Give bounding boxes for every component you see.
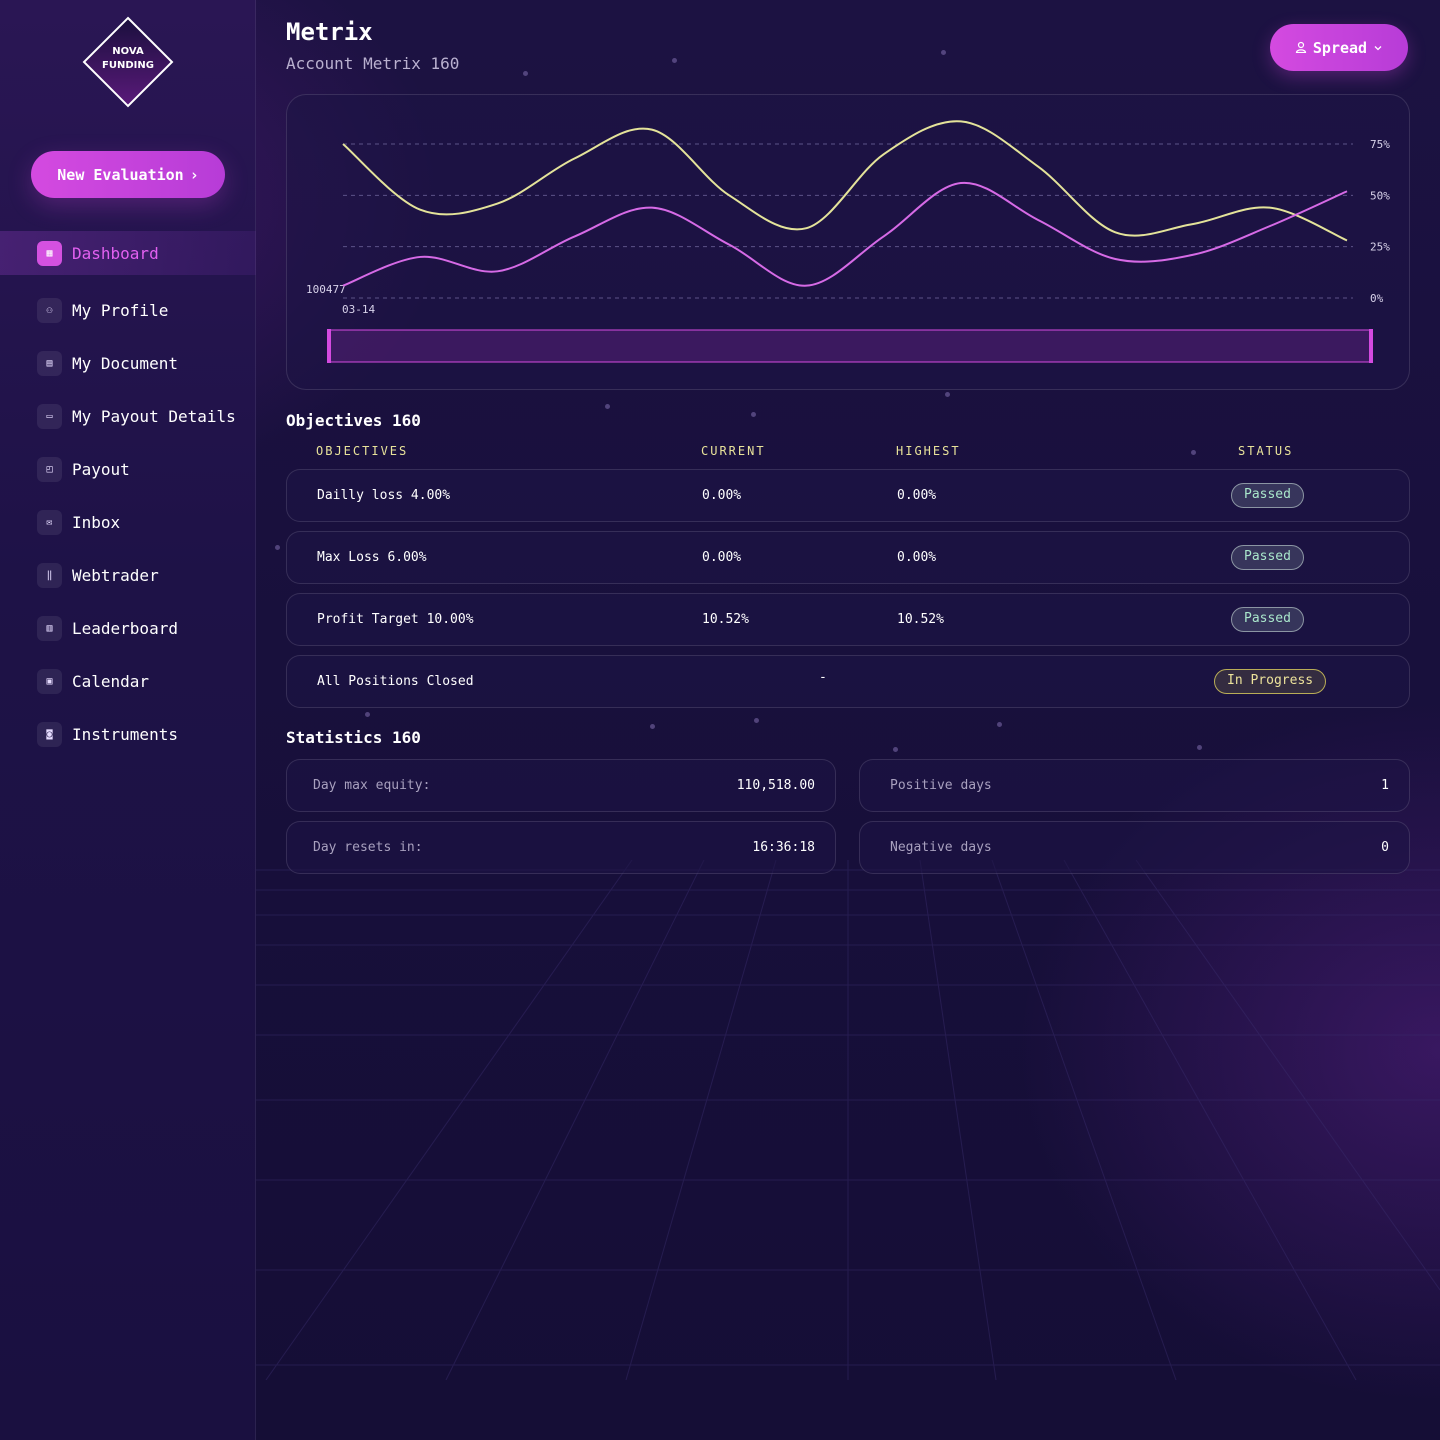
- sidebar-item-my-payout-details[interactable]: ▭ My Payout Details: [0, 390, 256, 443]
- new-evaluation-button[interactable]: New Evaluation ›: [31, 151, 225, 198]
- stat-label: Day max equity:: [313, 778, 431, 793]
- user-icon: [1295, 39, 1307, 57]
- stat-label: Day resets in:: [313, 840, 423, 855]
- objective-highest: 10.52%: [897, 612, 944, 627]
- sidebar-item-payout[interactable]: ◰ Payout: [0, 443, 256, 496]
- sidebar-nav: ▦ Dashboard ⚇ My Profile ▤ My Document ▭…: [0, 231, 256, 761]
- candles-icon: ‖: [37, 563, 62, 588]
- card-icon: ▭: [37, 404, 62, 429]
- sidebar-item-calendar[interactable]: ▣ Calendar: [0, 655, 256, 708]
- y-tick-label: 75%: [1370, 138, 1390, 151]
- sidebar-item-label: Inbox: [72, 513, 121, 532]
- users-icon: ⚇: [37, 298, 62, 323]
- sidebar-item-dashboard[interactable]: ▦ Dashboard: [0, 231, 256, 275]
- sidebar-item-label: My Document: [72, 354, 178, 373]
- bar-chart-icon: ▥: [37, 616, 62, 641]
- sidebar-item-label: Payout: [72, 460, 130, 479]
- objective-current: 0.00%: [702, 550, 742, 565]
- objective-highest: 0.00%: [897, 550, 937, 565]
- table-row: Profit Target 10.00% 10.52% 10.52% Passe…: [286, 593, 1410, 646]
- col-current: CURRENT: [701, 444, 766, 458]
- sidebar-item-webtrader[interactable]: ‖ Webtrader: [0, 549, 256, 602]
- chart-range-slider[interactable]: [327, 329, 1373, 363]
- account-menu-button[interactable]: Spread: [1270, 24, 1408, 71]
- stat-value: 110,518.00: [736, 778, 815, 793]
- objective-current: -: [819, 670, 827, 685]
- col-objectives: OBJECTIVES: [316, 444, 409, 458]
- sidebar-item-leaderboard[interactable]: ▥ Leaderboard: [0, 602, 256, 655]
- col-highest: HIGHEST: [896, 444, 961, 458]
- dashboard-icon: ▦: [37, 240, 62, 266]
- sidebar-item-label: Calendar: [72, 672, 150, 691]
- range-handle-left[interactable]: [327, 329, 331, 363]
- brand-line2: FUNDING: [102, 60, 154, 71]
- page-subtitle: Account Metrix 160: [286, 54, 460, 73]
- status-badge: Passed: [1231, 483, 1304, 508]
- table-row: Max Loss 6.00% 0.00% 0.00% Passed: [286, 531, 1410, 584]
- metrix-chart-card: 75% 50% 25% 0% 100477 03-14: [286, 94, 1410, 390]
- instruments-icon: ◙: [37, 722, 62, 747]
- sidebar-item-instruments[interactable]: ◙ Instruments: [0, 708, 256, 761]
- table-row: All Positions Closed - In Progress: [286, 655, 1410, 708]
- stat-label: Positive days: [890, 778, 992, 793]
- sidebar: NOVA FUNDING New Evaluation › ▦ Dashboar…: [0, 0, 256, 1440]
- objective-name: Max Loss 6.00%: [317, 550, 427, 565]
- account-menu-label: Spread: [1312, 38, 1368, 57]
- y-tick-label: 0%: [1370, 292, 1384, 305]
- stat-value: 16:36:18: [752, 840, 815, 855]
- objective-current: 10.52%: [702, 612, 749, 627]
- objective-name: All Positions Closed: [317, 674, 474, 689]
- status-badge: Passed: [1231, 607, 1304, 632]
- sidebar-item-label: My Profile: [72, 301, 169, 320]
- document-icon: ▤: [37, 351, 62, 376]
- objectives-title: Objectives 160: [286, 411, 421, 430]
- sidebar-item-inbox[interactable]: ✉ Inbox: [0, 496, 256, 549]
- status-badge: In Progress: [1214, 669, 1327, 694]
- sidebar-item-label: Leaderboard: [72, 619, 178, 638]
- calendar-icon: ▣: [37, 669, 62, 694]
- y-tick-label: 25%: [1370, 241, 1390, 254]
- sidebar-item-label: My Payout Details: [72, 407, 236, 426]
- sidebar-item-label: Webtrader: [72, 566, 159, 585]
- stat-positive-days: Positive days 1: [859, 759, 1410, 812]
- sidebar-item-my-profile[interactable]: ⚇ My Profile: [0, 284, 256, 337]
- objective-current: 0.00%: [702, 488, 742, 503]
- stat-value: 1: [1381, 778, 1389, 793]
- stat-negative-days: Negative days 0: [859, 821, 1410, 874]
- x-tick-label: 03-14: [342, 303, 375, 316]
- stat-day-resets-in: Day resets in: 16:36:18: [286, 821, 836, 874]
- table-row: Dailly loss 4.00% 0.00% 0.00% Passed: [286, 469, 1410, 522]
- statistics-title: Statistics 160: [286, 728, 421, 747]
- stat-day-max-equity: Day max equity: 110,518.00: [286, 759, 836, 812]
- objective-highest: 0.00%: [897, 488, 937, 503]
- col-status: STATUS: [1238, 444, 1294, 458]
- stat-label: Negative days: [890, 840, 992, 855]
- series-line-2: [342, 182, 1348, 287]
- objective-name: Dailly loss 4.00%: [317, 488, 451, 503]
- chevron-down-icon: [1373, 39, 1383, 57]
- metrix-line-chart: 75% 50% 25% 0% 100477 03-14: [306, 120, 1390, 363]
- sidebar-item-label: Dashboard: [72, 243, 159, 263]
- grid-floor-decoration: [256, 860, 1440, 1380]
- new-evaluation-label: New Evaluation: [57, 165, 184, 184]
- status-badge: Passed: [1231, 545, 1304, 570]
- y-axis-start-label: 100477: [306, 283, 346, 296]
- sidebar-item-my-document[interactable]: ▤ My Document: [0, 337, 256, 390]
- brand-line1: NOVA: [112, 46, 144, 57]
- objectives-table-header: OBJECTIVES CURRENT HIGHEST STATUS: [286, 444, 1410, 460]
- stat-value: 0: [1381, 840, 1389, 855]
- wallet-icon: ◰: [37, 457, 62, 482]
- nova-funding-logo[interactable]: NOVA FUNDING: [82, 16, 174, 108]
- y-tick-label: 50%: [1370, 189, 1390, 202]
- chevron-right-icon: ›: [189, 165, 199, 184]
- page-title: Metrix: [286, 18, 373, 46]
- range-handle-right[interactable]: [1369, 329, 1373, 363]
- objective-name: Profit Target 10.00%: [317, 612, 474, 627]
- sidebar-item-label: Instruments: [72, 725, 178, 744]
- mail-icon: ✉: [37, 510, 62, 535]
- series-line-1: [342, 120, 1348, 242]
